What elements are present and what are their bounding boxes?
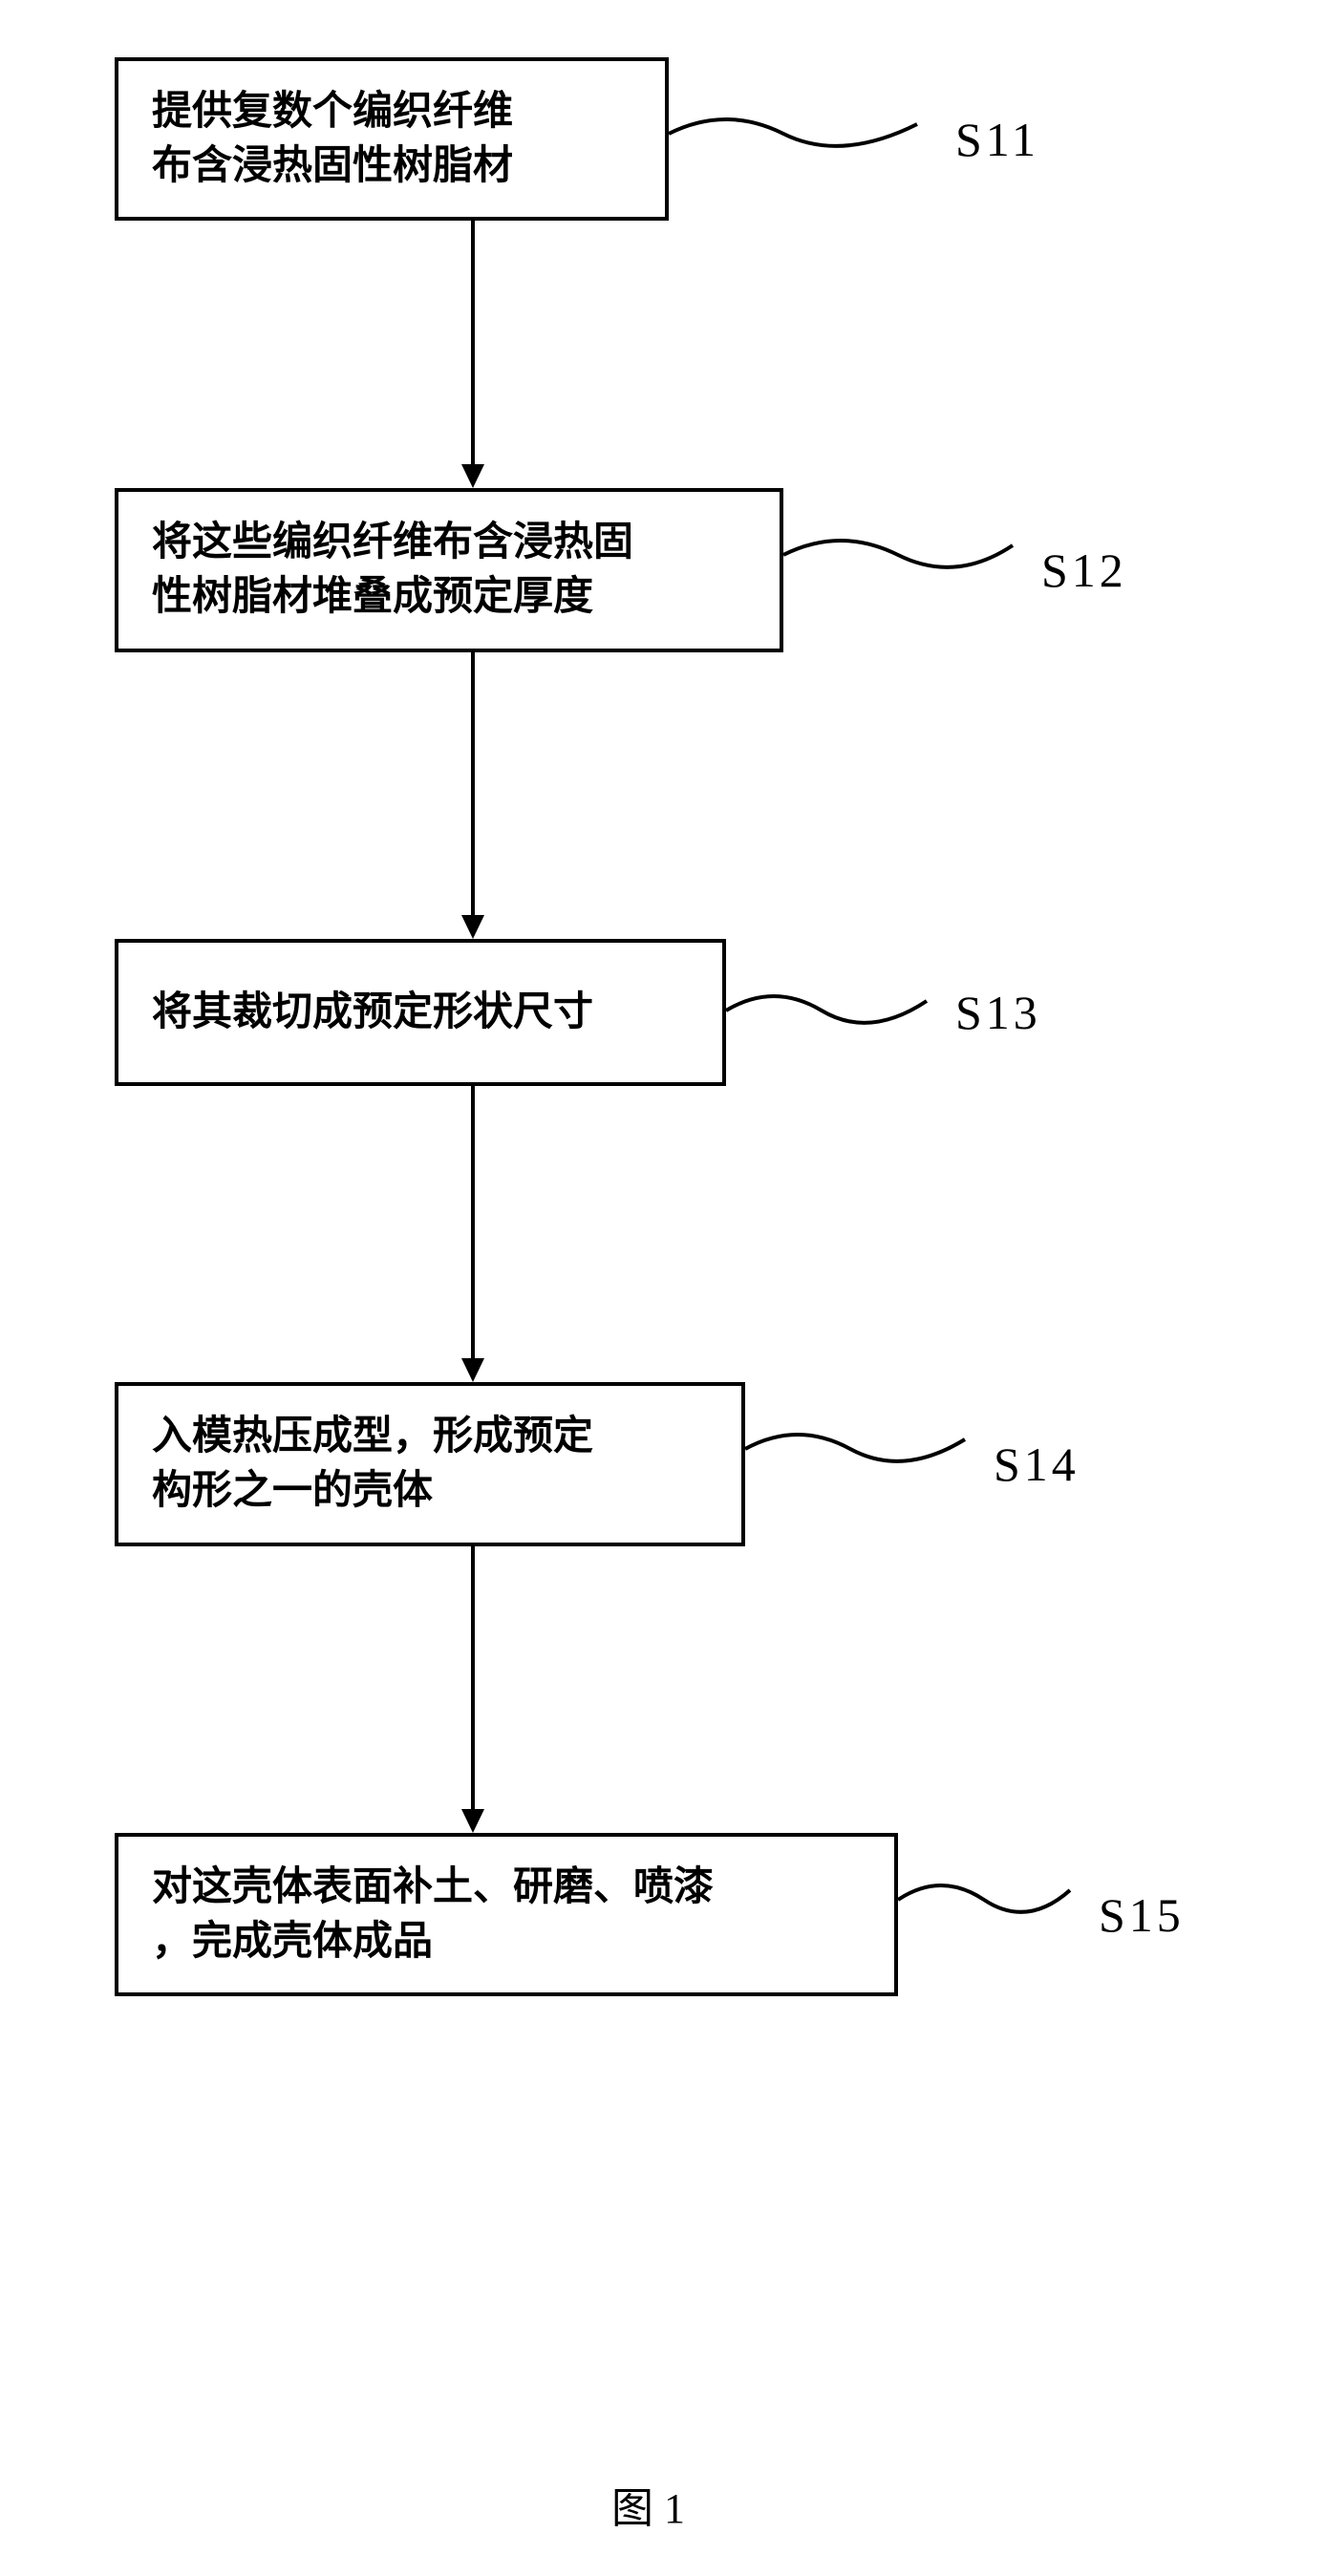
- step-label-s13: S13: [955, 985, 1041, 1040]
- step-text-line1: 对这壳体表面补土、研磨、喷漆: [152, 1861, 861, 1915]
- step-label-s12: S12: [1041, 543, 1127, 598]
- step-text-line2: ，完成壳体成品: [152, 1915, 861, 1969]
- arrow-container-1: [115, 221, 831, 488]
- arrow-down-icon: [454, 652, 492, 939]
- arrow-container-2: [115, 652, 831, 939]
- flowchart-container: 提供复数个编织纤维 布含浸热固性树脂材 S11 将这些编织纤维布含浸热固 性树脂…: [115, 57, 1213, 1996]
- step-box-s14: 入模热压成型，形成预定 构形之一的壳体: [115, 1382, 745, 1545]
- arrow-container-3: [115, 1086, 831, 1382]
- step-row-s13: 将其裁切成预定形状尺寸 S13: [115, 939, 1213, 1087]
- step-row-s11: 提供复数个编织纤维 布含浸热固性树脂材 S11: [115, 57, 1213, 221]
- step-row-s12: 将这些编织纤维布含浸热固 性树脂材堆叠成预定厚度 S12: [115, 488, 1213, 651]
- connector-curve-s13: [726, 972, 946, 1049]
- step-text-line2: 性树脂材堆叠成预定厚度: [152, 570, 746, 625]
- connector-curve-s11: [669, 96, 936, 172]
- step-text-line2: 构形之一的壳体: [152, 1464, 708, 1519]
- step-box-s11: 提供复数个编织纤维 布含浸热固性树脂材: [115, 57, 669, 221]
- step-text-line2: 布含浸热固性树脂材: [152, 139, 631, 194]
- step-box-s13: 将其裁切成预定形状尺寸: [115, 939, 726, 1087]
- step-row-s14: 入模热压成型，形成预定 构形之一的壳体 S14: [115, 1382, 1213, 1545]
- step-text-line1: 入模热压成型，形成预定: [152, 1410, 708, 1464]
- step-box-s12: 将这些编织纤维布含浸热固 性树脂材堆叠成预定厚度: [115, 488, 783, 651]
- step-text-line1: 提供复数个编织纤维: [152, 85, 631, 139]
- step-row-s15: 对这壳体表面补土、研磨、喷漆 ，完成壳体成品 S15: [115, 1833, 1213, 1996]
- connector-curve-s12: [783, 517, 1032, 593]
- step-text-line1: 将这些编织纤维布含浸热固: [152, 516, 746, 570]
- step-label-s15: S15: [1099, 1887, 1185, 1943]
- arrow-down-icon: [454, 1086, 492, 1382]
- step-label-s14: S14: [994, 1437, 1080, 1492]
- arrow-down-icon: [454, 1546, 492, 1833]
- step-text-line1: 将其裁切成预定形状尺寸: [152, 986, 689, 1040]
- connector-curve-s15: [898, 1862, 1089, 1938]
- figure-caption: 图 1: [611, 2474, 685, 2535]
- connector-curve-s14: [745, 1411, 984, 1487]
- arrow-down-icon: [454, 221, 492, 488]
- step-label-s11: S11: [955, 112, 1039, 167]
- arrow-container-4: [115, 1546, 831, 1833]
- step-box-s15: 对这壳体表面补土、研磨、喷漆 ，完成壳体成品: [115, 1833, 898, 1996]
